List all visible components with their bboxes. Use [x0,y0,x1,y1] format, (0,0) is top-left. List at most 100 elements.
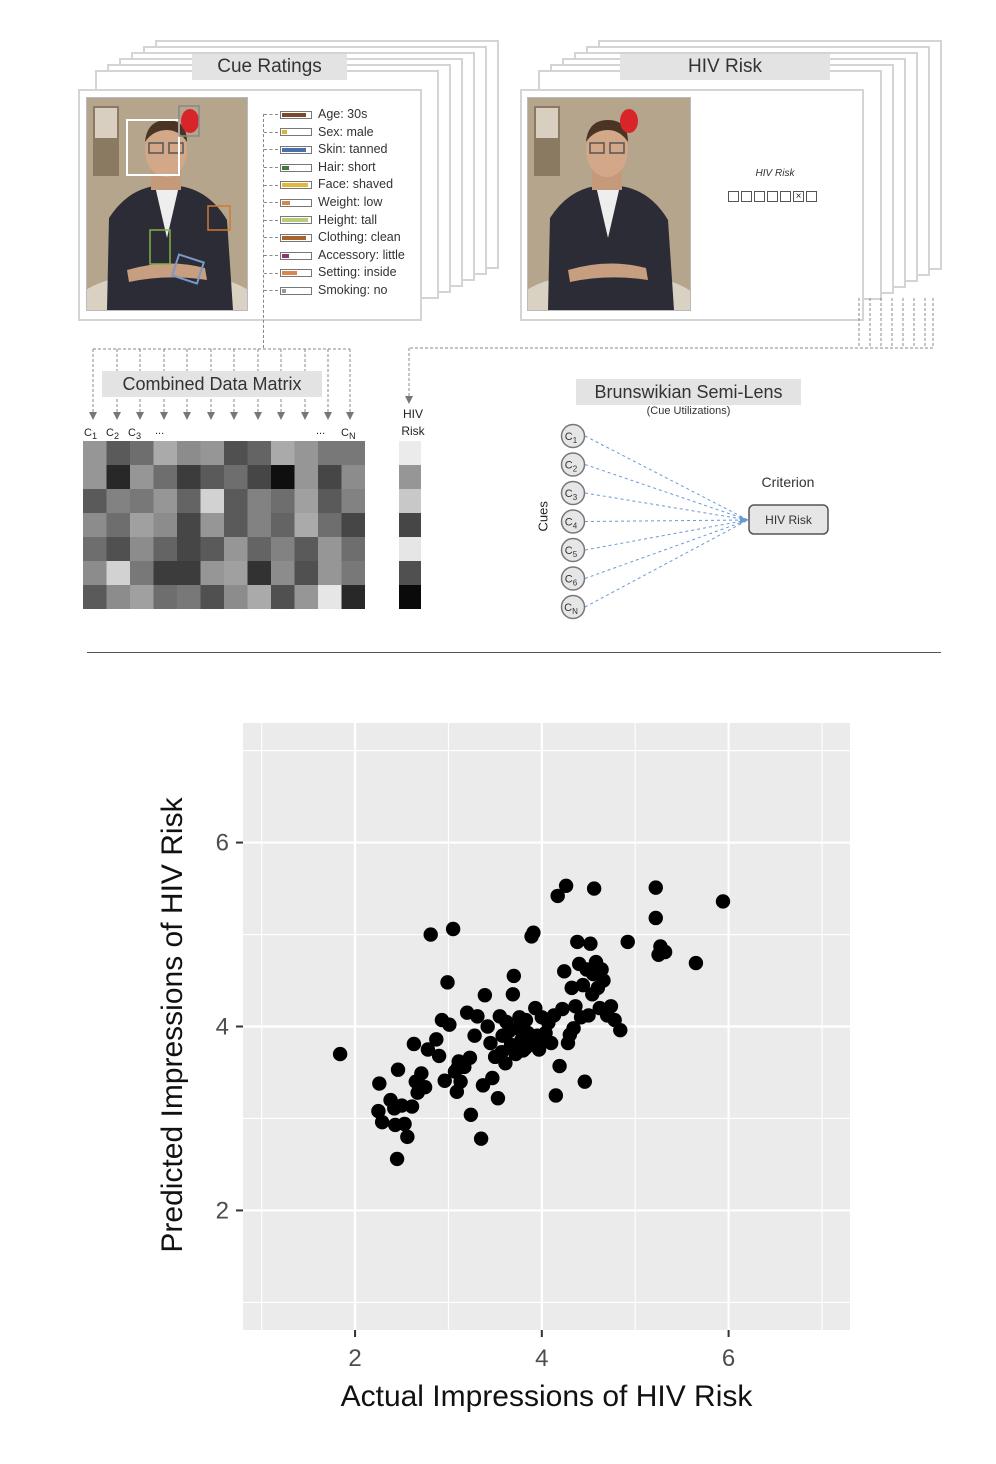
matrix-cell [271,441,295,466]
matrix-cell [177,561,201,586]
rating-box[interactable] [767,191,778,202]
cue-rating-bar [280,110,312,119]
data-point [389,1151,405,1167]
cue-rating-label: Height: tall [318,212,378,227]
criterion-box [748,504,829,535]
cue-rating-label: Skin: tanned [318,142,388,157]
data-point [397,1116,412,1132]
data-point [390,1062,406,1077]
matrix-col-ellipsis: ... [316,425,326,437]
matrix-cell [341,465,365,490]
cue-rating-fill [282,165,289,170]
cue-rating-item: Face: shaved [264,177,393,194]
data-point [505,987,521,1002]
person-illustration [528,98,690,310]
x-axis-title: Actual Impressions of HIV Risk [340,1380,753,1413]
cue-rating-fill [282,288,286,293]
data-point [485,1070,500,1086]
data-point [450,1060,465,1076]
risk-cell [399,489,421,514]
portrait-photo [527,97,691,311]
matrix-col-label-1: C1 [84,427,98,442]
cue-rating-bar [280,286,312,295]
data-point [374,1114,390,1130]
data-point [477,988,493,1003]
matrix-cell [341,489,365,514]
data-point [462,1050,478,1065]
matrix-cell [271,465,295,490]
matrix-cell [130,585,154,609]
cue-leader-line [264,131,278,133]
rating-box-selected[interactable]: × [793,191,804,202]
risk-cell [399,465,421,490]
cue-leader-line [264,114,278,116]
cue-rating-item: Accessory: little [264,248,405,265]
matrix-col-label-2: C2 [106,427,120,442]
hiv-risk-scale-label: HIV Risk [755,168,795,179]
matrix-cell [224,561,248,586]
rating-box[interactable] [754,191,765,202]
matrix-cell [153,585,178,609]
cue-rating-item: Sex: male [264,125,374,142]
matrix-cell [341,585,365,609]
cue-node [560,452,586,477]
cue-rating-item: Smoking: no [264,283,387,300]
data-point [688,955,704,971]
matrix-cell [83,537,107,562]
data-point [400,1129,415,1145]
matrix-cell [294,585,319,609]
cue-rating-fill [282,271,297,276]
cue-rating-bar [280,233,312,242]
data-point [648,910,663,926]
cue-rating-fill [282,147,306,152]
matrix-cell [247,537,272,562]
rating-box[interactable] [741,191,752,202]
cue-leader-line [264,237,278,239]
data-point [483,1035,498,1051]
matrix-cell [106,561,131,586]
matrix-cell [271,489,295,514]
hiv-risk-title: HIV Risk [620,54,830,80]
cue-rating-bar [280,163,312,172]
cue-rating-fill [282,130,287,135]
matrix-cell [106,441,131,466]
data-point [406,1036,422,1052]
rating-box[interactable] [780,191,791,202]
cue-rating-bar [280,145,312,154]
rating-box[interactable] [728,191,739,202]
data-point [442,1017,457,1032]
matrix-cell [130,513,154,538]
data-point [404,1099,420,1114]
matrix-cell [177,585,201,609]
matrix-cell [247,513,272,538]
cue-rating-item: Hair: short [264,160,376,177]
data-point [518,1012,534,1028]
cue-rating-bar [280,198,312,207]
matrix-cell [130,441,154,466]
matrix-cell [247,489,272,514]
data-point [603,999,619,1014]
data-point [570,934,585,950]
matrix-cell [271,561,295,586]
cue-node [560,537,586,563]
cue-rating-item: Setting: inside [264,265,397,282]
matrix-cell [106,585,131,609]
matrix-cell [294,513,319,538]
cue-rating-bar [280,128,312,137]
data-point [581,1008,596,1023]
cue-rating-item: Height: tall [264,213,377,230]
cue-utilization-line [584,464,749,521]
matrix-cell [318,465,342,490]
matrix-cell [153,513,178,538]
data-point [558,878,574,893]
data-point [440,975,455,990]
semi-lens-title: Brunswikian Semi-Lens [576,379,801,405]
y-tick-label: 6 [216,830,229,857]
rating-box[interactable] [806,191,817,202]
risk-cell [399,537,421,562]
criterion-label: Criterion [761,474,815,490]
matrix-cell [224,489,248,514]
cue-node [560,423,586,449]
cue-ratings-title: Cue Ratings [192,54,347,80]
